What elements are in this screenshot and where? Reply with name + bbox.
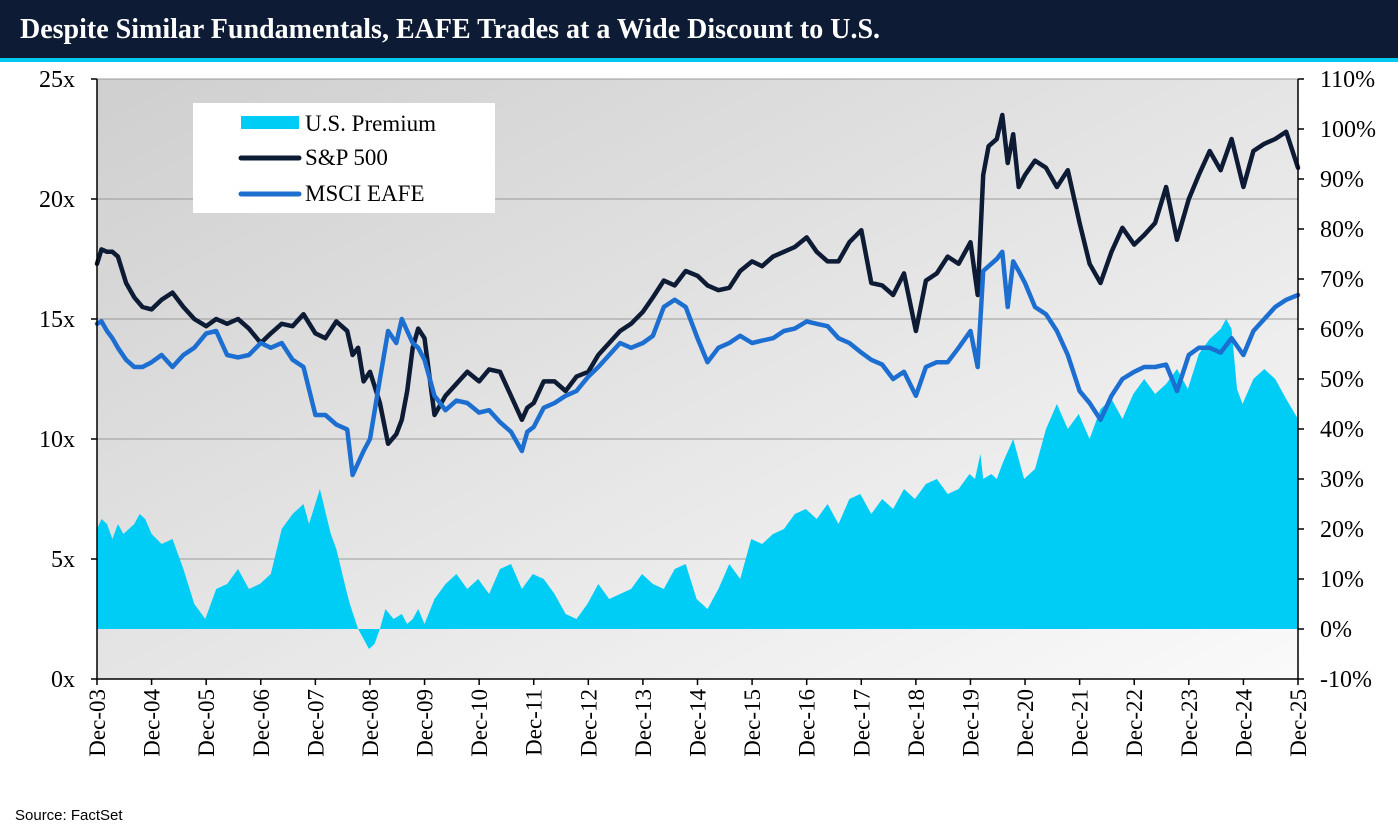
x-tick-label: Dec-13 — [631, 689, 656, 757]
eafe-line — [94, 249, 1301, 478]
legend: U.S. Premium S&P 500 MSCI EAFE — [193, 103, 495, 213]
title-bar: Despite Similar Fundamentals, EAFE Trade… — [0, 0, 1398, 62]
legend-label-eafe: MSCI EAFE — [305, 181, 425, 206]
x-tick-label: Dec-06 — [249, 689, 274, 757]
x-tick-label: Dec-09 — [413, 689, 438, 757]
y-left-tick-label: 0x — [51, 667, 75, 693]
y-right-tick-label: 10% — [1320, 567, 1364, 593]
x-tick-label: Dec-18 — [904, 689, 929, 757]
y-right-tick-label: 80% — [1320, 217, 1364, 243]
x-tick-label: Dec-11 — [522, 689, 547, 756]
y-right-tick-label: 30% — [1320, 467, 1364, 493]
x-tick-label: Dec-04 — [140, 689, 165, 757]
y-right-tick-label: 90% — [1320, 167, 1364, 193]
legend-label-sp500: S&P 500 — [305, 145, 388, 170]
y-right-tick-label: 50% — [1320, 367, 1364, 393]
axes: 0x 5x 10x 15x 20x 25x -10% 0% 10% 20% 30% 40% 50% 60%… — [39, 67, 1376, 757]
x-tick-label: Dec-17 — [849, 689, 874, 757]
y-left-tick-label: 20x — [39, 187, 75, 213]
sp500-line — [94, 112, 1301, 447]
y-left-tick-label: 25x — [39, 67, 75, 93]
x-tick-label: Dec-22 — [1122, 689, 1147, 757]
premium-area-layer — [97, 319, 1298, 649]
y-right-tick-label: 70% — [1320, 267, 1364, 293]
y-left-tick-label: 15x — [39, 307, 75, 333]
x-tick-label: Dec-25 — [1286, 689, 1311, 757]
x-tick-label: Dec-21 — [1068, 689, 1093, 757]
x-tick-label: Dec-05 — [194, 689, 219, 757]
chart-title: Despite Similar Fundamentals, EAFE Trade… — [20, 14, 881, 45]
source-note: Source: FactSet — [15, 807, 123, 824]
x-tick-label: Dec-10 — [467, 689, 492, 757]
x-tick-label: Dec-15 — [740, 689, 765, 757]
y-right-tick-label: 100% — [1320, 117, 1376, 143]
y-right-tick-label: 20% — [1320, 517, 1364, 543]
line-layer — [94, 112, 1301, 478]
y-left-tick-label: 10x — [39, 427, 75, 453]
x-tick-label: Dec-23 — [1177, 689, 1202, 757]
x-tick-label: Dec-03 — [85, 689, 110, 757]
y-right-tick-label: -10% — [1320, 667, 1372, 693]
y-right-tick-label: 60% — [1320, 317, 1364, 343]
legend-swatch-premium — [241, 116, 299, 129]
x-tick-label: Dec-07 — [303, 689, 328, 757]
x-tick-label: Dec-14 — [686, 689, 711, 757]
x-tick-label: Dec-19 — [958, 689, 983, 757]
y-left-tick-label: 5x — [51, 547, 75, 573]
x-tick-label: Dec-08 — [358, 689, 383, 757]
x-tick-label: Dec-24 — [1231, 689, 1256, 757]
y-right-tick-label: 110% — [1320, 67, 1375, 93]
x-tick-label: Dec-16 — [795, 689, 820, 757]
y-right-tick-label: 0% — [1320, 617, 1352, 643]
y-right-tick-label: 40% — [1320, 417, 1364, 443]
x-tick-label: Dec-20 — [1013, 689, 1038, 757]
legend-label-premium: U.S. Premium — [305, 111, 436, 136]
x-tick-label: Dec-12 — [576, 689, 601, 757]
premium-area — [97, 319, 1298, 649]
